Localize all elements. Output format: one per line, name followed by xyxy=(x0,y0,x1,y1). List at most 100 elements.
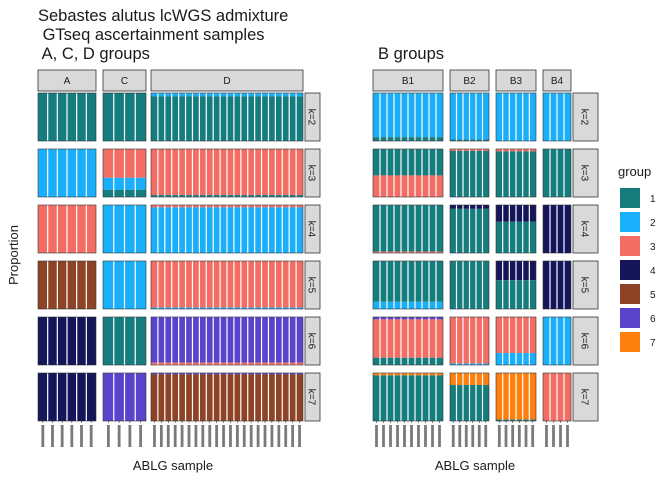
x-tick-label xyxy=(284,425,288,447)
admixture-bar-segment xyxy=(550,317,557,365)
admixture-bar-segment xyxy=(76,261,87,309)
admixture-bar-segment xyxy=(456,139,463,141)
admixture-bar-segment xyxy=(240,96,248,141)
admixture-bar-segment xyxy=(429,319,436,358)
admixture-bar-segment xyxy=(135,261,146,309)
admixture-bar-segment xyxy=(240,317,248,363)
panel-border xyxy=(102,92,147,142)
admixture-bar-segment xyxy=(199,207,207,253)
admixture-bar-segment xyxy=(380,205,387,252)
admixture-bar-segment xyxy=(373,251,380,253)
admixture-bar-segment xyxy=(394,137,401,141)
admixture-bar-segment xyxy=(275,93,283,97)
admixture-bar-segment xyxy=(261,374,269,421)
admixture-bar-segment xyxy=(429,261,436,302)
admixture-bar-segment xyxy=(296,96,303,141)
panel-border xyxy=(542,148,572,198)
admixture-bar-segment xyxy=(380,301,387,309)
admixture-bar-segment xyxy=(429,357,436,365)
admixture-bar-segment xyxy=(469,373,476,385)
admixture-bar-segment xyxy=(401,137,408,141)
admixture-bar-segment xyxy=(124,149,136,178)
admixture-bar-segment xyxy=(113,317,125,365)
admixture-bar-segment xyxy=(422,175,429,197)
admixture-bar-segment xyxy=(516,149,523,152)
admixture-bar-segment xyxy=(38,93,48,141)
admixture-bar-segment xyxy=(275,261,283,308)
admixture-bar-segment xyxy=(220,374,227,421)
admixture-bar-segment xyxy=(185,96,193,141)
admixture-bar-segment xyxy=(509,151,516,197)
admixture-bar-segment xyxy=(401,375,408,421)
x-tick-label xyxy=(187,425,191,447)
admixture-bar-segment xyxy=(282,93,290,97)
admixture-bar-segment xyxy=(522,151,530,197)
admixture-bar-segment xyxy=(469,139,476,141)
admixture-bar-segment xyxy=(206,205,214,208)
admixture-bar-segment xyxy=(502,280,510,309)
admixture-bar-segment xyxy=(247,374,255,421)
admixture-bar-segment xyxy=(394,301,401,309)
admixture-bar-segment xyxy=(529,261,536,281)
panel-border xyxy=(449,148,490,198)
admixture-bar-segment xyxy=(450,317,457,364)
admixture-bar-segment xyxy=(240,93,248,97)
admixture-bar-segment xyxy=(429,317,436,320)
panel-border xyxy=(495,92,537,142)
admixture-bar-segment xyxy=(387,137,394,141)
admixture-bar-segment xyxy=(296,307,303,309)
admixture-bar-segment xyxy=(185,261,193,308)
admixture-bar-segment xyxy=(564,93,571,141)
admixture-bar-segment xyxy=(206,261,214,308)
x-tick-label xyxy=(106,425,110,447)
admixture-bar-segment xyxy=(86,317,96,365)
panel-border xyxy=(542,260,572,310)
admixture-bar-segment xyxy=(502,149,510,152)
x-tick-label xyxy=(438,425,441,447)
admixture-bar-segment xyxy=(509,149,516,152)
k-strip-label: k=3 xyxy=(579,165,590,182)
panel-border xyxy=(37,372,97,422)
admixture-bar-segment xyxy=(550,149,557,197)
admixture-bar-segment xyxy=(422,251,429,253)
admixture-bar-segment xyxy=(206,307,214,309)
admixture-bar-segment xyxy=(247,149,255,196)
admixture-bar-segment xyxy=(185,149,193,196)
x-tick-label xyxy=(215,425,219,447)
admixture-bar-segment xyxy=(394,261,401,302)
admixture-bar-segment xyxy=(422,373,429,376)
admixture-bar-segment xyxy=(220,205,227,208)
admixture-bar-segment xyxy=(124,205,136,253)
panel-border xyxy=(150,204,304,254)
admixture-bar-segment xyxy=(408,261,415,302)
admixture-bar-segment xyxy=(289,261,297,308)
k-strip-label: k=6 xyxy=(579,333,590,350)
admixture-bar-segment xyxy=(380,175,387,197)
admixture-bar-segment xyxy=(509,205,516,222)
admixture-bar-segment xyxy=(436,317,443,320)
admixture-bar-segment xyxy=(476,139,483,141)
admixture-bar-segment xyxy=(543,261,550,309)
admixture-bar-segment xyxy=(57,373,67,421)
admixture-bar-segment xyxy=(436,261,443,302)
admixture-bar-segment xyxy=(509,353,516,365)
admixture-bar-segment xyxy=(476,261,483,309)
admixture-bar-segment xyxy=(415,373,422,376)
admixture-bar-segment xyxy=(171,96,179,141)
admixture-bar-segment xyxy=(157,195,165,197)
admixture-bar-segment xyxy=(516,373,523,420)
x-tick-label xyxy=(194,425,198,447)
admixture-bar-segment xyxy=(171,205,179,208)
admixture-bar-segment xyxy=(496,221,503,253)
admixture-bar-segment xyxy=(261,373,269,375)
admixture-bar-segment xyxy=(289,96,297,141)
admixture-bar-segment xyxy=(516,205,523,222)
admixture-bar-segment xyxy=(67,373,77,421)
admixture-bar-segment xyxy=(227,374,234,421)
admixture-bar-segment xyxy=(213,195,221,197)
admixture-bar-segment xyxy=(456,205,463,209)
admixture-bar-segment xyxy=(240,205,248,208)
y-axis-title: Proportion xyxy=(6,225,21,285)
admixture-bar-segment xyxy=(199,374,207,421)
admixture-bar-segment xyxy=(469,208,476,253)
